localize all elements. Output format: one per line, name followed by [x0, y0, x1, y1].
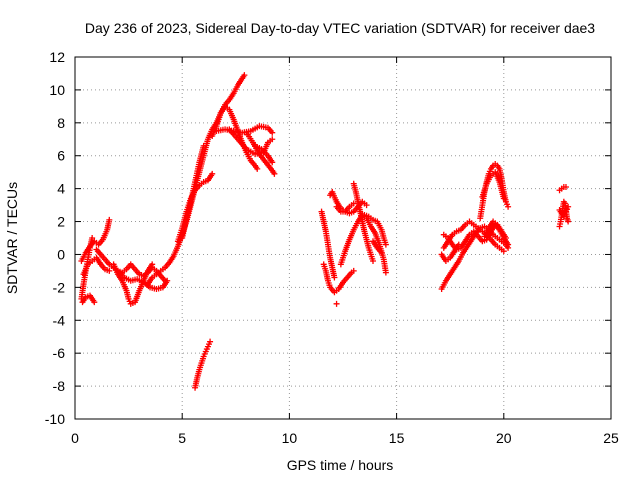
data-point: [331, 274, 338, 281]
y-axis-label: SDTVAR / TECUs: [4, 182, 20, 294]
data-point: [200, 142, 207, 149]
y-tick-label: 6: [57, 148, 65, 164]
data-point: [502, 235, 509, 241]
data-point: [207, 338, 214, 345]
data-point: [500, 248, 507, 255]
y-tick-label: -6: [53, 345, 66, 361]
y-tick-label: -10: [45, 411, 65, 427]
y-axis-ticks: -10 -8 -6 -4 -2 0 2 4 6 8 10 12: [45, 49, 611, 427]
data-point: [269, 159, 276, 166]
data-point: [149, 261, 156, 268]
data-point: [378, 249, 385, 256]
chart-title: Day 236 of 2023, Sidereal Day-to-day VTE…: [85, 20, 595, 36]
x-tick-label: 15: [389, 430, 405, 446]
data-point: [565, 218, 572, 225]
data-point: [500, 195, 507, 202]
y-tick-label: 2: [57, 214, 65, 230]
data-point: [106, 216, 113, 223]
x-tick-label: 5: [178, 430, 186, 446]
data-point: [106, 267, 113, 274]
data-point: [382, 269, 389, 276]
data-point: [91, 299, 98, 306]
y-tick-label: 4: [57, 181, 65, 197]
y-tick-label: 8: [57, 115, 65, 131]
x-axis-ticks: 0 5 10 15 20 25: [71, 57, 619, 446]
grid-lines: [75, 57, 611, 419]
data-point: [455, 241, 462, 248]
y-tick-label: 10: [49, 82, 65, 98]
x-axis-label: GPS time / hours: [287, 457, 394, 473]
y-tick-label: 0: [57, 246, 65, 262]
data-point: [254, 165, 261, 172]
data-point: [382, 241, 389, 248]
x-tick-label: 10: [282, 430, 298, 446]
y-tick-label: -2: [53, 279, 66, 295]
data-point: [562, 183, 569, 190]
data-point: [565, 203, 572, 210]
data-point: [241, 72, 248, 79]
data-point: [271, 170, 278, 177]
data-point: [209, 170, 216, 177]
data-point: [505, 241, 512, 248]
data-point: [164, 277, 171, 284]
x-tick-label: 0: [71, 430, 79, 446]
data-point: [363, 202, 370, 209]
data-point: [269, 136, 276, 143]
plot-frame: [74, 56, 612, 420]
y-tick-label: 12: [49, 49, 65, 65]
x-tick-label: 20: [496, 430, 512, 446]
data-point: [89, 235, 96, 241]
data-point: [370, 258, 377, 265]
data-point: [505, 203, 512, 210]
x-tick-label: 25: [603, 430, 619, 446]
data-point: [269, 129, 276, 136]
data-points: [78, 72, 572, 391]
data-point: [333, 300, 340, 307]
y-tick-label: -4: [53, 312, 66, 328]
data-point: [350, 267, 357, 274]
y-tick-label: -8: [53, 378, 66, 394]
